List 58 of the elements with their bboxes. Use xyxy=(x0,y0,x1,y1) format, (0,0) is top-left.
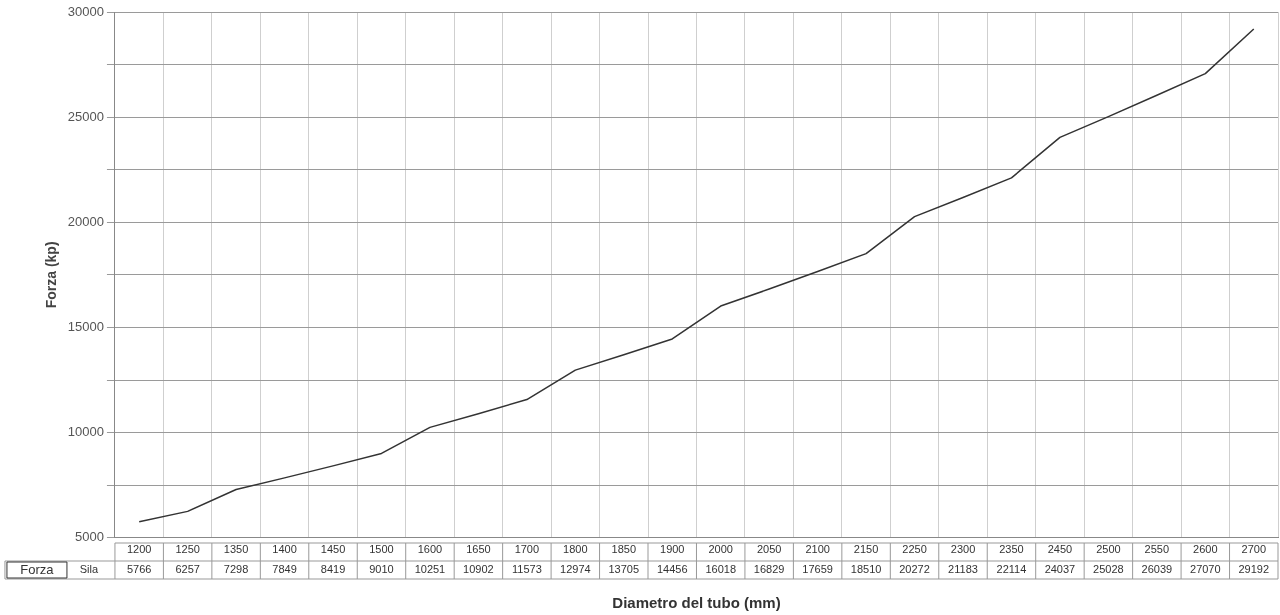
x-tick-label: 1850 xyxy=(611,543,637,556)
y-tick-label: 5000 xyxy=(75,529,104,545)
x-tick-label: 2500 xyxy=(1096,543,1121,556)
data-label: 6257 xyxy=(175,563,200,576)
data-label: 7849 xyxy=(272,563,297,576)
data-label: 11573 xyxy=(511,563,542,576)
x-tick-label: 1250 xyxy=(175,543,200,556)
x-tick-label: 2300 xyxy=(950,543,976,556)
data-label: 26039 xyxy=(1141,563,1173,576)
data-label: 18510 xyxy=(850,563,882,576)
text: Sila xyxy=(79,563,99,576)
data-label: 14456 xyxy=(656,563,688,576)
data-label: 13705 xyxy=(608,563,640,576)
x-tick-label: 2600 xyxy=(1193,543,1218,556)
x-tick-label: 2550 xyxy=(1144,543,1170,556)
data-label: 9010 xyxy=(369,563,394,576)
data-label: 25028 xyxy=(1093,563,1124,576)
data-label: 10251 xyxy=(414,563,446,576)
data-label: 8419 xyxy=(320,563,346,576)
x-axis-title: Diametro del tubo (mm) xyxy=(612,594,781,612)
data-label: 5766 xyxy=(126,563,152,576)
text: Forza xyxy=(20,561,55,577)
data-label: 29192 xyxy=(1238,563,1270,576)
data-label: 24037 xyxy=(1044,563,1076,576)
data-label: 22114 xyxy=(996,563,1027,576)
data-label: 27070 xyxy=(1190,563,1221,576)
x-tick-label: 1900 xyxy=(660,543,685,556)
y-tick-label: 20000 xyxy=(67,213,104,229)
x-tick-label: 1400 xyxy=(272,543,297,556)
data-label: 16018 xyxy=(705,563,736,576)
x-tick-label: 1600 xyxy=(417,543,443,556)
data-label: 21183 xyxy=(948,563,978,576)
y-tick-label: 30000 xyxy=(67,3,104,19)
data-label: 17659 xyxy=(802,563,833,576)
y-tick-label: 25000 xyxy=(67,108,104,124)
x-tick-label: 1350 xyxy=(223,543,249,556)
y-tick-label: 10000 xyxy=(67,424,104,440)
x-tick-label: 1800 xyxy=(563,543,588,556)
x-tick-label: 2050 xyxy=(756,543,782,556)
x-tick-label: 2100 xyxy=(805,543,830,556)
x-tick-label: 1200 xyxy=(126,543,152,556)
x-tick-label: 1700 xyxy=(514,543,540,556)
y-axis-title: Forza (kp) xyxy=(43,241,60,309)
y-tick-label: 15000 xyxy=(67,319,104,335)
x-tick-label: 2450 xyxy=(1047,543,1073,556)
x-tick-label: 1650 xyxy=(466,543,491,556)
x-tick-label: 2250 xyxy=(902,543,927,556)
data-label: 7298 xyxy=(223,563,249,576)
data-label: 12974 xyxy=(560,563,591,576)
x-tick-label: 2350 xyxy=(999,543,1024,556)
data-label: 20272 xyxy=(899,563,930,576)
x-tick-label: 2000 xyxy=(708,543,733,556)
x-tick-label: 1450 xyxy=(320,543,346,556)
data-label: 10902 xyxy=(463,563,494,576)
data-label: 16829 xyxy=(753,563,785,576)
x-tick-label: 1500 xyxy=(369,543,394,556)
x-tick-label: 2150 xyxy=(853,543,879,556)
x-tick-label: 2700 xyxy=(1241,543,1267,556)
